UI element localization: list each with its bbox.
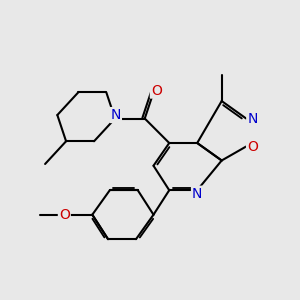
Text: N: N — [110, 108, 121, 122]
Text: N: N — [247, 112, 258, 125]
Text: O: O — [151, 84, 162, 98]
Text: N: N — [192, 187, 202, 201]
Text: O: O — [59, 208, 70, 222]
Text: O: O — [247, 140, 258, 154]
